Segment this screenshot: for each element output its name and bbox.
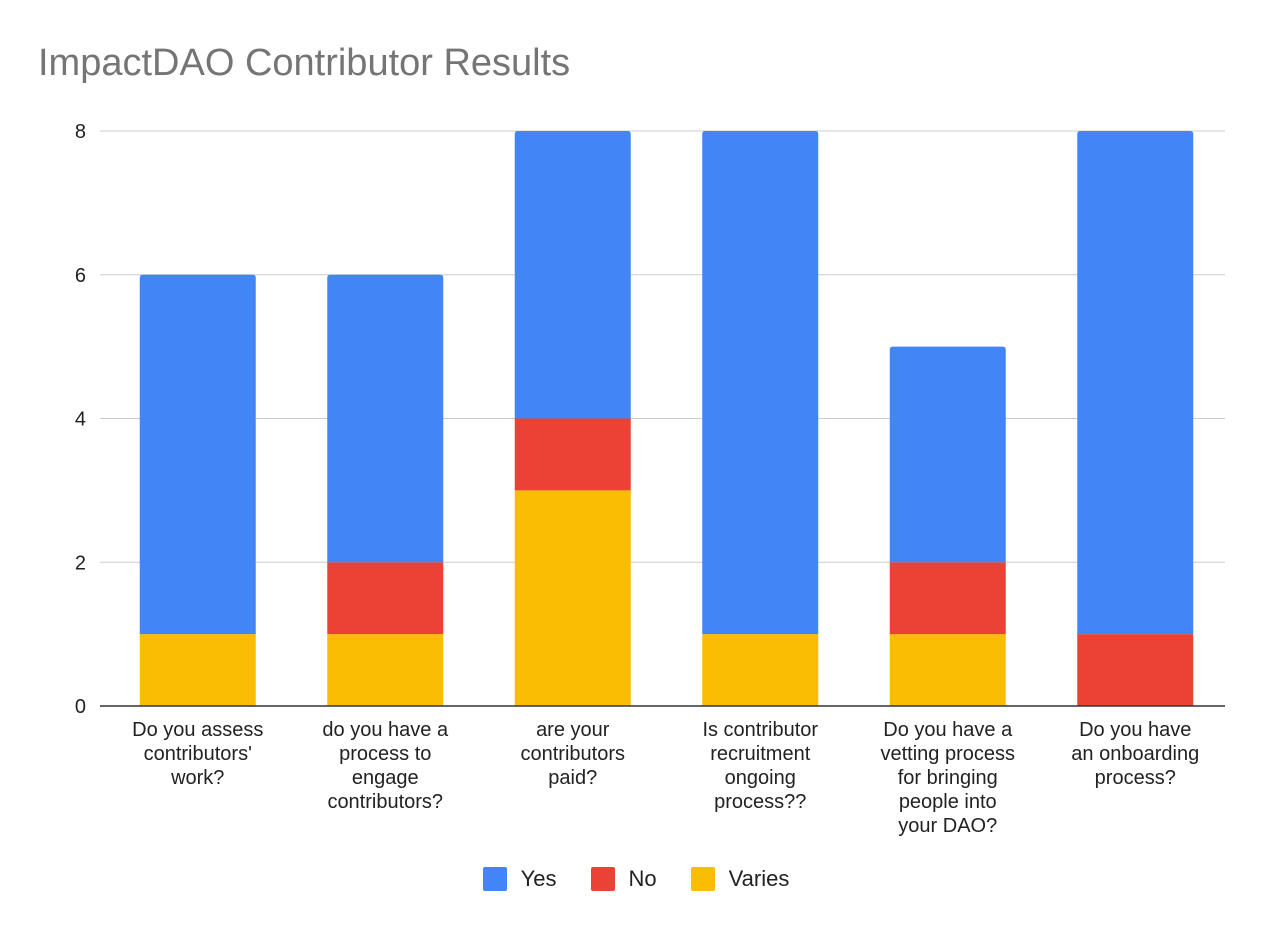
x-category-label: are your contributors paid? bbox=[521, 719, 626, 789]
legend-item-yes: Yes bbox=[482, 866, 557, 892]
x-category-label-line: paid? bbox=[548, 767, 597, 789]
x-category-label-line: contributors? bbox=[327, 791, 443, 813]
x-category-label-line: people into bbox=[899, 791, 997, 813]
y-tick-label: 4 bbox=[75, 409, 86, 431]
x-category-label-line: vetting process bbox=[880, 743, 1015, 765]
x-category-label-line: for bringing bbox=[898, 767, 998, 789]
bar-segment-varies bbox=[139, 634, 256, 706]
bar-segment-yes bbox=[327, 274, 444, 563]
bar-segment-yes bbox=[139, 274, 256, 635]
bar-segment-varies bbox=[327, 634, 444, 706]
legend-label-yes: Yes bbox=[520, 866, 557, 891]
bar-segment-varies bbox=[702, 634, 819, 706]
x-category-label-line: Do you have bbox=[1079, 719, 1191, 741]
bar-segment-no bbox=[889, 562, 1006, 635]
x-category-label-line: an onboarding bbox=[1071, 743, 1199, 765]
x-category-label-line: ongoing bbox=[725, 767, 796, 789]
bar-segment-yes bbox=[514, 131, 631, 419]
y-tick-label: 0 bbox=[75, 696, 86, 718]
x-category-label: Do you have a vetting process for bringing… bbox=[880, 719, 1015, 837]
bar-segment-yes bbox=[1077, 131, 1194, 635]
x-category-label: Is contributor recruitment ongoing process?… bbox=[702, 719, 818, 813]
x-category-label-line: Do you assess bbox=[132, 719, 263, 741]
bar-segment-yes bbox=[702, 131, 819, 635]
x-category-label-line: your DAO? bbox=[898, 815, 997, 837]
x-category-label-line: Is contributor bbox=[702, 719, 818, 741]
x-category-label-line: contributors bbox=[521, 743, 626, 765]
bar-segment-no bbox=[514, 418, 631, 491]
bar-segment-varies bbox=[514, 490, 631, 706]
x-category-label-line: process?? bbox=[714, 791, 806, 813]
legend-swatch-varies bbox=[690, 867, 715, 891]
x-category-label-line: recruitment bbox=[710, 743, 810, 765]
x-category-label-line: do you have a bbox=[322, 719, 449, 741]
legend: Yes No Varies bbox=[0, 866, 1272, 892]
x-category-label-line: process to bbox=[339, 743, 431, 765]
bar-segment-yes bbox=[889, 346, 1006, 563]
legend-swatch-yes bbox=[482, 867, 507, 891]
x-category-label-line: work? bbox=[170, 767, 224, 789]
x-category-label-line: contributors' bbox=[144, 743, 252, 765]
bar-segment-varies bbox=[889, 634, 1006, 706]
legend-item-no: No bbox=[590, 866, 657, 892]
x-category-label: Do you have an onboarding process? bbox=[1071, 719, 1199, 789]
bar-segment-no bbox=[327, 562, 444, 635]
y-tick-label: 6 bbox=[75, 265, 86, 287]
chart-title: ImpactDAO Contributor Results bbox=[38, 42, 571, 84]
y-tick-label: 8 bbox=[75, 121, 86, 143]
x-category-label-line: engage bbox=[352, 767, 419, 789]
x-category-label: Do you assess contributors' work? bbox=[132, 719, 263, 789]
x-category-label-line: are your bbox=[536, 719, 610, 741]
legend-label-varies: Varies bbox=[728, 866, 790, 891]
legend-swatch-no bbox=[590, 867, 615, 891]
x-category-label-line: process? bbox=[1095, 767, 1176, 789]
legend-label-no: No bbox=[628, 866, 657, 891]
x-category-label: do you have a process to engage contributor… bbox=[322, 719, 449, 813]
y-tick-label: 2 bbox=[75, 552, 86, 574]
bar-segment-no bbox=[1077, 634, 1194, 706]
x-category-label-line: Do you have a bbox=[883, 719, 1013, 741]
legend-item-varies: Varies bbox=[690, 866, 790, 892]
